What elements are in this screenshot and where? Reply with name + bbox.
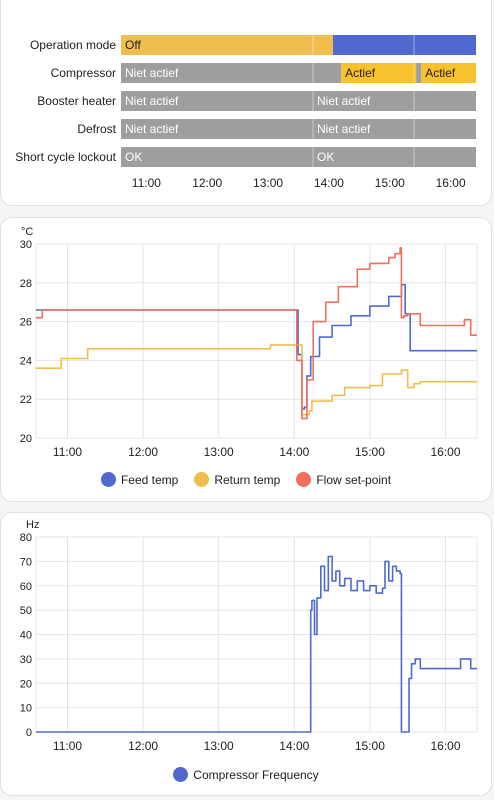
temp-ytick-22: 22 <box>20 394 32 406</box>
temp-ytick-26: 26 <box>20 317 32 329</box>
legend-label-return-temp: Return temp <box>214 472 281 487</box>
temperature-legend: Feed temp Return temp Flow set-point <box>1 472 491 487</box>
frequency-chart: Hz 0 10 20 30 40 50 60 70 80 11:00 12:00 13:00 14:00 1… <box>20 519 478 753</box>
temp-series-feed-temp[interactable] <box>36 283 477 410</box>
temp-xtick-11-00: 11:00 <box>53 445 82 459</box>
freq-unit-label: Hz <box>26 519 39 531</box>
timeline-segment-operation-mode-1[interactable] <box>332 35 476 55</box>
freq-ytick-80: 80 <box>20 532 32 544</box>
frequency-chart-card: Hz 0 10 20 30 40 50 60 70 80 11:00 12:00 13:00 14:00 1… <box>0 512 492 796</box>
timeline-segment-compressor-0[interactable] <box>121 63 342 83</box>
legend-swatch-flow-setpoint <box>296 472 312 487</box>
freq-ytick-0: 0 <box>26 727 32 739</box>
temp-unit-label: °C <box>21 226 33 238</box>
freq-xtick-16-00: 16:00 <box>430 739 460 753</box>
freq-xtick-14-00: 14:00 <box>279 739 309 753</box>
freq-xtick-15-00: 15:00 <box>355 739 385 753</box>
freq-ytick-70: 70 <box>20 556 32 568</box>
freq-xtick-13-00: 13:00 <box>204 739 234 753</box>
timeline-segment-text-defrost-0: Niet actief <box>125 122 179 136</box>
legend-swatch-compressor-frequency <box>173 767 189 782</box>
freq-ytick-30: 30 <box>20 654 32 666</box>
legend-item-return-temp[interactable]: Return temp <box>194 472 280 487</box>
temp-ytick-28: 28 <box>20 278 32 290</box>
freq-ytick-40: 40 <box>20 630 32 642</box>
timeline-segment-compressor-2[interactable] <box>416 63 422 83</box>
legend-item-flow-setpoint[interactable]: Flow set-point <box>296 472 391 487</box>
timeline-segment-text-booster-heater-0: Niet actief <box>125 94 179 108</box>
timeline-tick-12-00: 12:00 <box>192 176 222 190</box>
temp-ytick-24: 24 <box>20 355 32 367</box>
timeline-tick-11-00: 11:00 <box>132 176 161 190</box>
temp-xtick-14-00: 14:00 <box>279 445 309 459</box>
timeline-segment-text-booster-heater-0-b: Niet actief <box>317 94 371 108</box>
temp-ytick-20: 20 <box>20 433 32 445</box>
frequency-legend: Compressor Frequency <box>1 767 491 782</box>
timeline-segment-compressor-1[interactable] <box>341 63 417 83</box>
timeline-segment-text-short-cycle-lockout-0-b: OK <box>317 150 334 164</box>
timeline-segment-short-cycle-lockout-0[interactable] <box>121 147 476 167</box>
timeline-tick-16-00: 16:00 <box>436 176 466 190</box>
timeline-segment-text-short-cycle-lockout-0: OK <box>125 150 142 164</box>
legend-item-feed-temp[interactable]: Feed temp <box>100 472 179 487</box>
freq-ytick-60: 60 <box>20 581 32 593</box>
temperature-chart-card: °C 20 22 24 26 28 30 11:00 12:00 13:00 14:00 15:00 1… <box>0 217 492 502</box>
timeline-row-label-compressor: Compressor <box>51 66 116 80</box>
state-timeline: Operation mode Off Compressor Niet actief Ac… <box>15 35 476 190</box>
freq-ytick-20: 20 <box>20 678 32 690</box>
legend-label-compressor-frequency: Compressor Frequency <box>193 767 319 782</box>
timeline-row-label-short-cycle-lockout: Short cycle lockout <box>15 150 116 164</box>
temp-series-flow-set-point[interactable] <box>36 247 477 420</box>
freq-ytick-50: 50 <box>20 605 32 617</box>
timeline-tick-14-00: 14:00 <box>314 176 344 190</box>
freq-xtick-11-00: 11:00 <box>53 739 82 753</box>
timeline-segment-compressor-3[interactable] <box>421 63 476 83</box>
freq-ytick-10: 10 <box>20 703 32 715</box>
freq-xtick-12-00: 12:00 <box>128 739 158 753</box>
temp-xtick-12-00: 12:00 <box>128 445 158 459</box>
temp-ytick-30: 30 <box>20 239 32 251</box>
timeline-tick-15-00: 15:00 <box>375 176 405 190</box>
legend-label-feed-temp: Feed temp <box>120 472 179 487</box>
timeline-segment-text-operation-mode-0: Off <box>125 38 141 52</box>
timeline-segment-operation-mode-0[interactable] <box>121 35 333 55</box>
timeline-segment-text-compressor-3: Actief <box>425 66 456 80</box>
legend-swatch-feed-temp <box>100 472 116 487</box>
legend-swatch-return-temp <box>194 472 210 487</box>
temperature-chart: °C 20 22 24 26 28 30 11:00 12:00 13:00 14:00 15:00 1… <box>20 226 478 459</box>
legend-item-compressor-frequency[interactable]: Compressor Frequency <box>173 767 319 782</box>
freq-series-compressor-frequency[interactable] <box>36 555 477 733</box>
temp-xtick-13-00: 13:00 <box>204 445 234 459</box>
timeline-segment-text-defrost-0-b: Niet actief <box>317 122 371 136</box>
timeline-row-label-operation-mode: Operation mode <box>30 38 116 52</box>
timeline-segment-booster-heater-0[interactable] <box>121 91 476 111</box>
timeline-card: Operation mode Off Compressor Niet actief Ac… <box>0 0 492 206</box>
temp-xtick-16-00: 16:00 <box>430 445 460 459</box>
temp-xtick-15-00: 15:00 <box>355 445 385 459</box>
timeline-row-label-defrost: Defrost <box>77 122 116 136</box>
temp-series-return-temp[interactable] <box>36 344 477 416</box>
timeline-segment-defrost-0[interactable] <box>121 119 476 139</box>
legend-label-flow-setpoint: Flow set-point <box>316 472 392 487</box>
timeline-segment-text-compressor-1: Actief <box>345 66 376 80</box>
timeline-segment-text-compressor-0: Niet actief <box>125 66 179 80</box>
timeline-row-label-booster-heater: Booster heater <box>37 94 116 108</box>
timeline-tick-13-00: 13:00 <box>253 176 283 190</box>
